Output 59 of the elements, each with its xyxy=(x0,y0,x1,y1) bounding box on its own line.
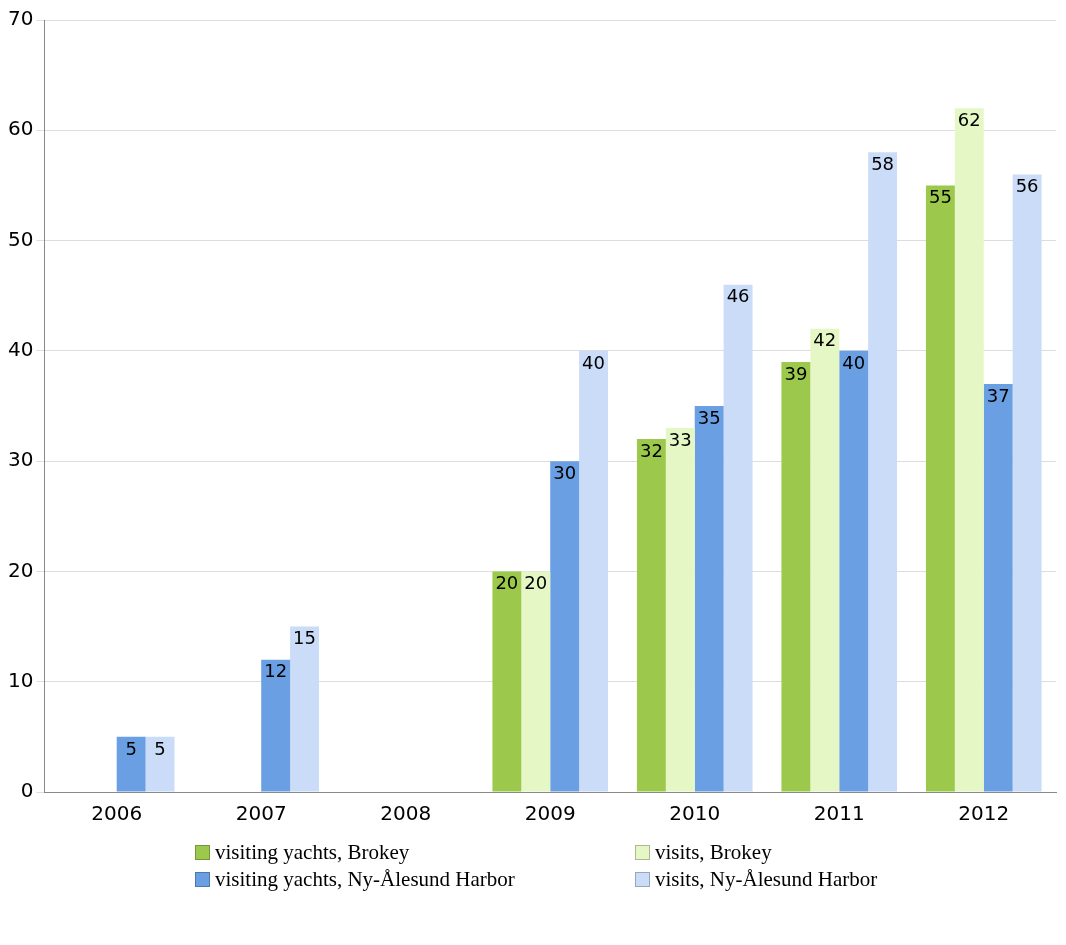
data-label: 15 xyxy=(293,627,317,649)
data-label: 40 xyxy=(582,351,606,373)
bar xyxy=(521,571,551,792)
bar xyxy=(954,108,984,792)
data-label: 58 xyxy=(871,153,895,175)
bar xyxy=(665,428,695,792)
data-label: 20 xyxy=(495,572,519,594)
x-tick-label: 2006 xyxy=(91,801,143,826)
data-label: 37 xyxy=(986,384,1010,406)
data-label: 46 xyxy=(726,285,750,307)
y-tick-label: 70 xyxy=(8,6,34,31)
x-tick-label: 2008 xyxy=(380,801,432,826)
bar xyxy=(290,626,320,792)
y-tick-label: 30 xyxy=(8,447,34,472)
y-tick-label: 20 xyxy=(8,557,34,582)
data-label: 5 xyxy=(154,737,166,759)
data-label: 33 xyxy=(668,428,692,450)
y-tick-label: 0 xyxy=(20,778,34,803)
legend-label: visits, Brokey xyxy=(655,840,772,865)
data-label: 39 xyxy=(784,362,808,384)
legend-label: visiting yachts, Ny-Ålesund Harbor xyxy=(215,867,515,892)
y-tick-label: 40 xyxy=(8,337,34,362)
legend-label: visiting yachts, Brokey xyxy=(215,840,410,865)
data-label: 35 xyxy=(697,406,721,428)
x-tick-label: 2009 xyxy=(524,801,576,826)
bar xyxy=(694,406,724,792)
legend-label: visits, Ny-Ålesund Harbor xyxy=(655,867,878,892)
data-label: 56 xyxy=(1015,175,1039,197)
y-tick-label: 60 xyxy=(8,116,34,141)
data-label: 12 xyxy=(264,660,288,682)
bar xyxy=(145,736,175,792)
bar xyxy=(116,736,146,792)
x-tick-label: 2007 xyxy=(235,801,287,826)
bar xyxy=(925,185,955,792)
bar xyxy=(723,284,753,792)
data-label: 62 xyxy=(957,108,981,130)
data-label: 30 xyxy=(553,461,577,483)
bar xyxy=(636,439,666,792)
bar xyxy=(810,328,840,792)
bar xyxy=(781,361,811,792)
bar xyxy=(839,350,869,792)
data-label: 20 xyxy=(524,572,548,594)
y-tick-label: 50 xyxy=(8,226,34,251)
y-tick-label: 10 xyxy=(8,667,34,692)
data-label: 32 xyxy=(639,439,663,461)
x-tick-label: 2011 xyxy=(813,801,865,826)
bar xyxy=(1012,174,1042,792)
bar xyxy=(550,461,580,792)
bar xyxy=(868,152,898,792)
data-label: 55 xyxy=(928,186,952,208)
bar xyxy=(492,571,522,792)
data-label: 42 xyxy=(813,329,837,351)
data-label: 5 xyxy=(125,737,137,759)
data-label: 40 xyxy=(842,351,866,373)
bar xyxy=(261,659,291,792)
x-tick-label: 2012 xyxy=(958,801,1010,826)
x-tick-label: 2010 xyxy=(669,801,721,826)
bar xyxy=(983,383,1013,792)
bar xyxy=(579,350,609,792)
